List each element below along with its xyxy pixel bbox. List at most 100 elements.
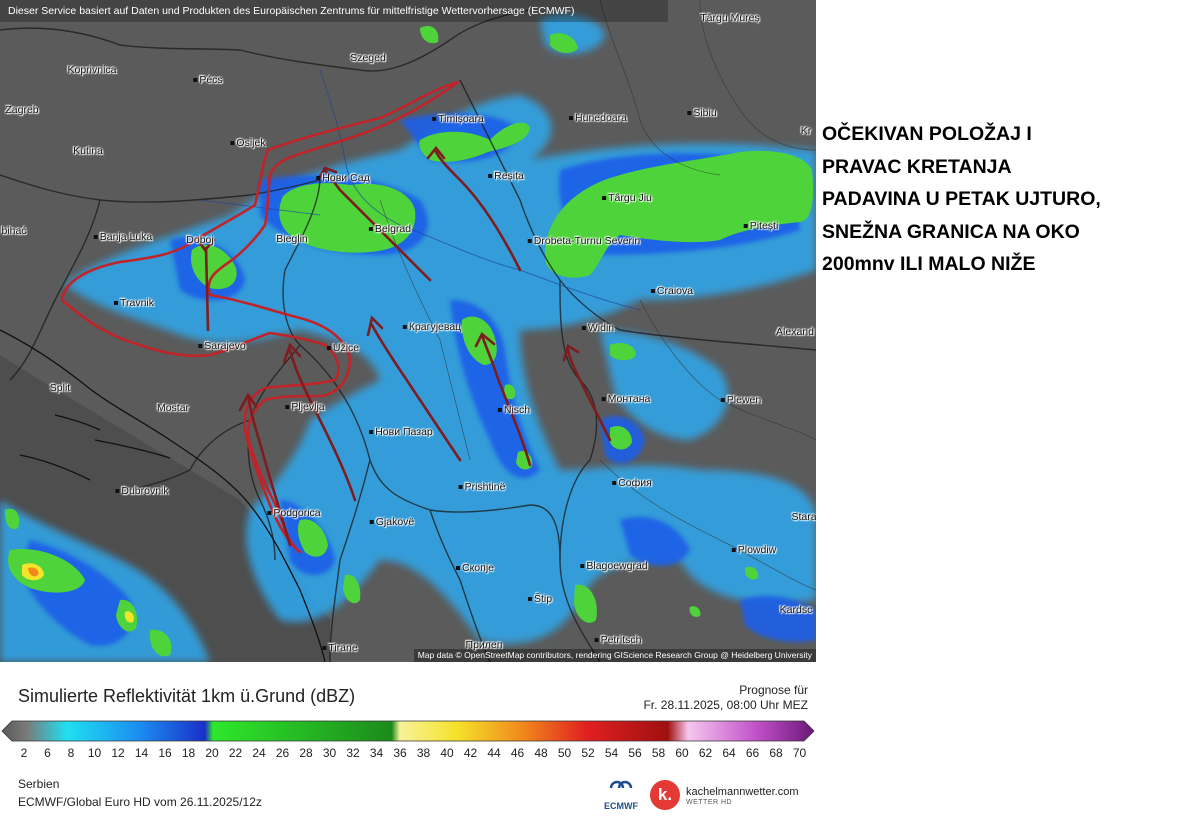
city-name: Koprivnica — [67, 64, 117, 76]
city-dot — [193, 78, 198, 83]
city-label: Prishtinë — [458, 481, 506, 493]
city-name: Plowdiw — [737, 544, 777, 556]
radar-map: Dieser Service basiert auf Daten und Pro… — [0, 0, 816, 662]
city-name: Sarajevo — [204, 340, 246, 352]
city-name: Petritsch — [600, 634, 642, 646]
city-name: Zagreb — [5, 104, 39, 116]
city-dot — [458, 485, 463, 490]
city-name: Banja Luka — [99, 231, 153, 243]
city-name: Târgu Mureș — [700, 12, 760, 24]
scale-tick-label: 66 — [745, 746, 760, 760]
city-dot — [326, 346, 331, 351]
city-name: Sibiu — [693, 107, 717, 119]
city-dot — [316, 176, 321, 181]
city-dot — [612, 481, 617, 486]
city-dot — [497, 408, 502, 413]
city-name: Podgorica — [273, 507, 321, 519]
city-label: Widin — [581, 322, 615, 334]
city-label: Sibiu — [687, 107, 717, 119]
legend-title: Simulierte Reflektivität 1km ü.Grund (dB… — [18, 686, 356, 706]
city-label: Pécs — [193, 74, 223, 86]
city-name: Prishtinë — [464, 481, 506, 493]
city-name: Kr — [800, 125, 812, 137]
city-dot — [580, 564, 585, 569]
city-dot — [527, 597, 532, 602]
city-dot — [432, 117, 437, 122]
city-label: Drobeta-Turnu Severin — [527, 235, 641, 247]
map-data-credit: Map data © OpenStreetMap contributors, r… — [413, 649, 816, 662]
scale-tick-label: 38 — [416, 746, 431, 760]
ecmwf-service-credit: Dieser Service basiert auf Daten und Pro… — [0, 0, 668, 22]
scale-tick-label: 2 — [20, 746, 28, 760]
city-name: Timișoara — [438, 113, 484, 125]
city-dot — [369, 430, 374, 435]
city-name: София — [618, 477, 652, 489]
city-name: Tirane — [328, 642, 358, 654]
scale-tick-label: 42 — [463, 746, 478, 760]
scale-tick-label: 48 — [534, 746, 548, 760]
city-label: Koprivnica — [67, 64, 116, 76]
city-label: Монтана — [601, 393, 650, 405]
city-name: Drobeta-Turnu Severin — [533, 235, 641, 247]
city-dot — [456, 566, 460, 571]
city-label: Doboj — [186, 234, 213, 246]
scale-tick-label: 40 — [440, 746, 454, 760]
scale-tick-label: 56 — [628, 746, 642, 760]
city-label: Kutina — [73, 145, 103, 157]
scale-tick-label: 50 — [557, 746, 572, 760]
scale-tick-label: 60 — [675, 746, 689, 760]
model-run-label: ECMWF/Global Euro HD vom 26.11.2025/12z — [18, 795, 262, 809]
borders — [0, 9, 816, 662]
scale-tick-label: 8 — [67, 746, 75, 760]
city-label: Нови Сад — [316, 172, 370, 184]
scale-tick-label: 54 — [604, 746, 619, 760]
coastline — [0, 329, 326, 662]
city-dot — [601, 397, 606, 402]
city-name: Travnik — [119, 297, 155, 309]
city-name: Widin — [587, 322, 615, 334]
city-name: Gjakovë — [375, 516, 415, 528]
city-label: Petritsch — [594, 634, 642, 646]
city-dot — [285, 405, 290, 410]
map-canvas — [0, 0, 816, 662]
kachelmann-name: kachelmannwetter.com — [686, 786, 799, 798]
city-label: Užice — [326, 342, 359, 354]
annotation-line: OČEKIVAN POLOŽAJ I — [822, 123, 1032, 145]
city-name: Pitești — [749, 220, 779, 232]
city-name: Нови Пазар — [375, 426, 433, 438]
movement-arrows — [196, 145, 612, 547]
city-name: Dubrovnik — [121, 485, 169, 497]
city-name: Нови Сад — [322, 172, 370, 184]
city-dot — [650, 289, 655, 294]
city-label: Reșița — [488, 170, 524, 182]
city-name: Pljevlja — [291, 401, 325, 413]
scale-tick-label: 34 — [369, 746, 384, 760]
city-label: Alexand — [776, 326, 814, 338]
city-dot — [569, 116, 574, 121]
city-name: Craiova — [656, 285, 694, 297]
city-name: Osijek — [236, 137, 266, 149]
city-dot — [743, 224, 748, 229]
city-name: Târgu Jiu — [608, 192, 652, 204]
city-label: Plowdiw — [731, 544, 777, 556]
scale-tick-label: 62 — [698, 746, 713, 760]
city-label: Нови Пазар — [369, 426, 433, 438]
region-label: Serbien — [18, 777, 60, 791]
city-dot — [322, 646, 327, 651]
scale-tick-label: 46 — [510, 746, 525, 760]
scale-tick-label: 26 — [275, 746, 290, 760]
city-dot — [93, 235, 98, 240]
city-dot — [402, 325, 407, 330]
precip-heavy — [22, 563, 134, 623]
ecmwf-logo-text: ECMWF — [604, 801, 638, 811]
scale-tick-label: 24 — [252, 746, 266, 760]
city-name: Скопје — [462, 562, 494, 574]
city-name: Alexand — [776, 326, 814, 338]
city-label: Târgu Jiu — [602, 192, 652, 204]
city-label: Blagoewgrad — [580, 560, 648, 572]
city-dot — [720, 398, 725, 403]
scale-tick-label: 16 — [158, 746, 172, 760]
annotation-line: PADAVINA U PETAK UJTURO, — [822, 188, 1101, 210]
city-name: Kardsc — [779, 604, 813, 616]
city-label: Pljevlja — [285, 401, 325, 413]
